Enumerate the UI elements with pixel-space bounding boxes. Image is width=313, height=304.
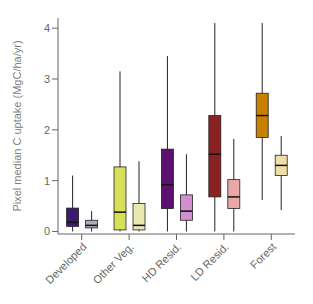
svg-text:Forest: Forest <box>248 240 279 271</box>
svg-text:3: 3 <box>44 73 50 85</box>
svg-text:Other Veg.: Other Veg. <box>90 240 136 286</box>
svg-text:Pixel median C uptake (MgC/ha/: Pixel median C uptake (MgC/ha/yr) <box>11 40 23 211</box>
svg-text:0: 0 <box>44 225 50 237</box>
svg-text:Developed: Developed <box>43 240 89 286</box>
svg-text:2: 2 <box>44 124 50 136</box>
svg-text:LD Resid.: LD Resid. <box>188 240 231 283</box>
svg-text:1: 1 <box>44 175 50 187</box>
svg-text:4: 4 <box>44 22 50 34</box>
svg-text:HD Resid.: HD Resid. <box>140 240 184 284</box>
